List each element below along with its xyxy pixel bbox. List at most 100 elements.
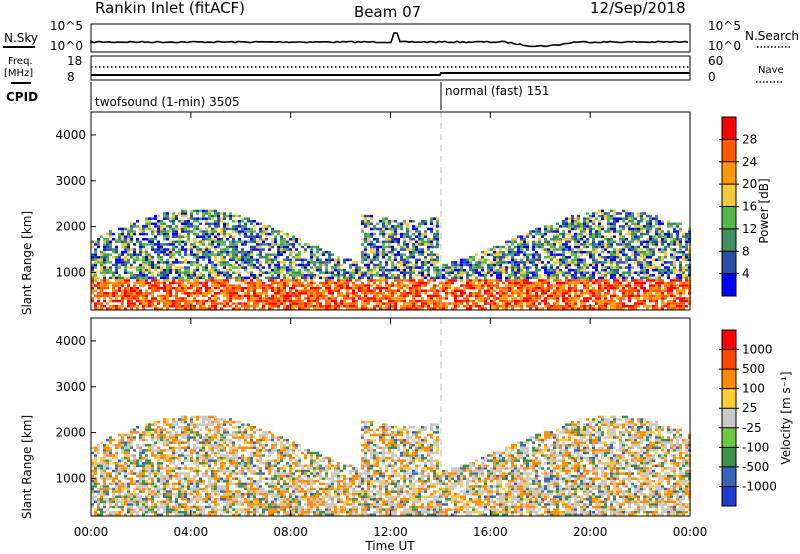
power-cell: [535, 268, 538, 272]
power-cell: [673, 294, 676, 298]
power-cell: [265, 271, 268, 274]
power-cell: [520, 261, 523, 264]
power-cell: [679, 276, 682, 280]
velocity-cell: [106, 464, 109, 468]
power-cell: [94, 279, 97, 282]
power-cell: [442, 276, 445, 280]
power-cell: [646, 243, 649, 246]
power-cell: [136, 274, 139, 277]
freq-label-line2: [MHz]: [4, 68, 33, 79]
power-cell: [232, 245, 235, 249]
power-cell: [574, 219, 577, 223]
power-cell: [670, 279, 673, 282]
velocity-cell: [103, 451, 106, 455]
power-cell: [580, 289, 583, 292]
power-cell: [565, 245, 568, 249]
power-cell: [343, 286, 346, 290]
power-cell: [640, 294, 643, 298]
power-cell: [145, 281, 148, 285]
power-cell: [187, 227, 190, 231]
power-cell: [412, 297, 415, 300]
power-cell: [541, 243, 544, 246]
power-cell: [658, 289, 661, 292]
power-cell: [118, 279, 121, 282]
power-cell: [148, 292, 151, 295]
power-cell: [379, 268, 382, 272]
velocity-cell: [115, 490, 118, 493]
power-cell: [667, 274, 670, 277]
power-cell: [421, 240, 424, 244]
power-cell: [661, 238, 664, 241]
power-cell: [262, 292, 265, 295]
power-cell: [643, 212, 646, 215]
power-cell: [646, 245, 649, 249]
power-cell: [544, 286, 547, 290]
power-cell: [328, 279, 331, 282]
power-cell: [685, 279, 688, 282]
power-cell: [400, 263, 403, 267]
power-cell: [643, 289, 646, 292]
power-cell: [634, 289, 637, 292]
power-cell: [178, 212, 181, 215]
power-cell: [172, 248, 175, 251]
power-cell: [496, 307, 499, 310]
power-cell: [640, 261, 643, 264]
power-cell: [298, 299, 301, 303]
power-cell: [178, 250, 181, 254]
power-cell: [157, 230, 160, 233]
power-cell: [595, 258, 598, 262]
power-cell: [436, 222, 439, 226]
power-cell: [166, 302, 169, 305]
power-cell: [460, 268, 463, 272]
power-cell: [655, 235, 658, 238]
power-cell: [127, 230, 130, 233]
power-cell: [679, 292, 682, 295]
power-cell: [166, 214, 169, 218]
power-cell: [277, 284, 280, 287]
power-cell: [298, 307, 301, 310]
power-cell: [565, 248, 568, 251]
power-cell: [205, 284, 208, 287]
power-cell: [559, 225, 562, 228]
power-cell: [502, 266, 505, 269]
power-cell: [139, 281, 142, 285]
power-cell: [667, 225, 670, 228]
power-cell: [628, 240, 631, 244]
velocity-cell: [109, 474, 112, 478]
power-cell: [157, 245, 160, 249]
power-cell: [121, 276, 124, 280]
power-cell: [358, 268, 361, 272]
power-cell: [418, 284, 421, 287]
power-cell: [235, 297, 238, 300]
power-cell: [430, 230, 433, 233]
velocity-cell: [97, 462, 100, 465]
power-cell: [430, 297, 433, 300]
power-cell: [127, 279, 130, 282]
power-cell: [376, 238, 379, 241]
power-cell: [676, 304, 679, 308]
power-cell: [616, 263, 619, 267]
power-cell: [670, 289, 673, 292]
power-cell: [169, 219, 172, 223]
power-cell: [301, 281, 304, 285]
power-cell: [235, 266, 238, 269]
power-cell: [223, 225, 226, 228]
power-cell: [460, 284, 463, 287]
power-cell: [250, 286, 253, 290]
power-cell: [499, 279, 502, 282]
velocity-cell: [124, 464, 127, 468]
power-cell: [184, 227, 187, 231]
power-cell: [499, 294, 502, 298]
power-cell: [391, 289, 394, 292]
power-cell: [478, 307, 481, 310]
power-cell: [682, 281, 685, 285]
power-cell: [535, 250, 538, 254]
power-cell: [463, 297, 466, 300]
power-cell: [583, 286, 586, 290]
power-cell: [220, 274, 223, 277]
power-cell: [382, 245, 385, 249]
power-cell: [418, 238, 421, 241]
power-cell: [556, 248, 559, 251]
power-cell: [130, 256, 133, 259]
power-cell: [118, 253, 121, 256]
